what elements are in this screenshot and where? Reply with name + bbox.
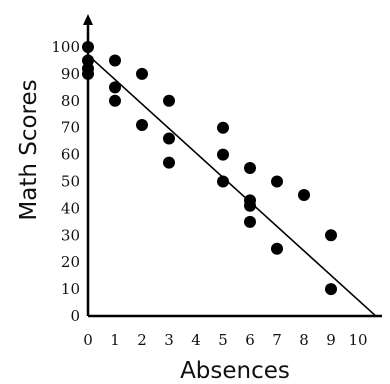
x-tick-labels: 0 1 2 3 4 5 6 7 8 9 10 xyxy=(83,331,367,349)
data-point xyxy=(163,94,175,107)
data-point xyxy=(271,175,283,188)
data-point xyxy=(244,162,256,175)
y-tick-label: 20 xyxy=(61,253,80,271)
y-tick-label: 60 xyxy=(61,146,80,164)
data-point xyxy=(109,54,121,67)
data-point xyxy=(217,121,229,134)
data-point xyxy=(136,67,148,80)
data-point xyxy=(217,148,229,161)
data-point xyxy=(82,41,94,53)
data-point xyxy=(109,81,121,94)
axes xyxy=(83,14,382,318)
x-tick-label: 0 xyxy=(83,331,93,349)
x-tick-label: 9 xyxy=(326,331,336,349)
y-tick-label: 40 xyxy=(61,199,80,217)
x-tick-label: 7 xyxy=(272,331,282,349)
y-tick-label: 30 xyxy=(61,226,80,244)
y-tick-label: 0 xyxy=(70,307,80,325)
x-axis-title: Absences xyxy=(180,358,290,384)
data-point xyxy=(82,67,94,80)
data-point xyxy=(325,229,337,242)
data-point xyxy=(136,119,148,132)
data-point xyxy=(298,188,310,201)
data-point xyxy=(325,283,337,296)
y-tick-label: 50 xyxy=(61,173,80,191)
data-point xyxy=(271,242,283,255)
y-axis-arrowhead xyxy=(83,14,93,25)
y-tick-label: 80 xyxy=(61,92,80,110)
data-point xyxy=(163,156,175,169)
data-point xyxy=(163,132,175,145)
x-tick-label: 3 xyxy=(164,331,174,349)
y-tick-label: 90 xyxy=(61,65,80,83)
data-points xyxy=(82,41,337,296)
data-point xyxy=(109,94,121,107)
x-tick-label: 10 xyxy=(348,331,367,349)
data-point xyxy=(244,199,256,212)
data-point xyxy=(244,215,256,228)
x-tick-label: 6 xyxy=(245,331,255,349)
x-tick-label: 4 xyxy=(191,331,201,349)
x-tick-label: 8 xyxy=(299,331,309,349)
y-tick-labels: 0 10 20 30 40 50 60 70 80 90 100 xyxy=(51,38,80,325)
y-axis-title: Math Scores xyxy=(16,79,42,220)
data-point xyxy=(217,175,229,188)
x-tick-label: 1 xyxy=(110,331,120,349)
trend-line-group xyxy=(87,54,377,317)
x-tick-label: 2 xyxy=(137,331,147,349)
trend-line xyxy=(87,54,377,317)
y-tick-label: 70 xyxy=(61,119,80,137)
y-tick-label: 10 xyxy=(61,280,80,298)
y-tick-label: 100 xyxy=(51,38,80,56)
x-tick-label: 5 xyxy=(218,331,228,349)
